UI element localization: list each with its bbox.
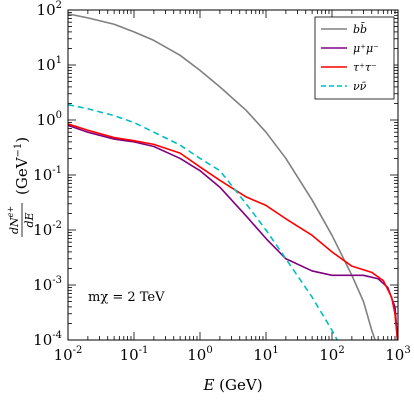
tick-marks <box>67 9 399 341</box>
series-line <box>67 123 399 341</box>
y-tick-label: 10-2 <box>33 220 62 239</box>
x-axis-label: E (GeV) <box>202 376 262 394</box>
x-tick-label: 100 <box>187 345 212 364</box>
legend-box <box>314 16 395 100</box>
y-axis-label-denominator: dE <box>23 212 36 227</box>
y-tick-label: 100 <box>37 110 62 129</box>
x-tick-label: 101 <box>253 345 278 364</box>
series-line <box>67 103 338 341</box>
legend-label: bb̄ <box>353 23 367 36</box>
y-axis-label: dNe+ dE (GeV−1) <box>6 137 36 237</box>
x-tick-label: 10-1 <box>120 345 149 364</box>
y-tick-label: 10-3 <box>33 275 62 294</box>
series-line <box>67 124 399 341</box>
series-lines <box>67 13 399 341</box>
legend-label: νν̄ <box>353 80 367 93</box>
tick-labels: 10-2 10-1 100 101 102 103 10-4 10-3 10-2 10-1 100 1… <box>33 0 411 364</box>
legend: bb̄ μ⁺μ⁻ τ⁺τ⁻ νν̄ <box>314 16 395 100</box>
mass-annotation: mχ = 2 TeV <box>88 290 165 305</box>
y-tick-label: 10-1 <box>33 165 62 184</box>
legend-label: μ⁺μ⁻ <box>353 42 379 55</box>
y-axis-label-numerator: dNe+ <box>6 206 21 234</box>
x-tick-label: 10-2 <box>54 345 83 364</box>
x-tick-label: 102 <box>319 345 344 364</box>
series-line <box>67 13 376 341</box>
y-axis-label-unit: (GeV−1) <box>13 137 31 195</box>
y-tick-label: 102 <box>37 0 62 19</box>
x-tick-label: 103 <box>385 345 410 364</box>
y-tick-label: 10-4 <box>33 330 62 349</box>
legend-label: τ⁺τ⁻ <box>353 61 377 74</box>
y-axis-label-fraction: dNe+ dE <box>6 203 36 237</box>
y-tick-label: 101 <box>37 55 62 74</box>
plot-frame <box>67 9 399 341</box>
